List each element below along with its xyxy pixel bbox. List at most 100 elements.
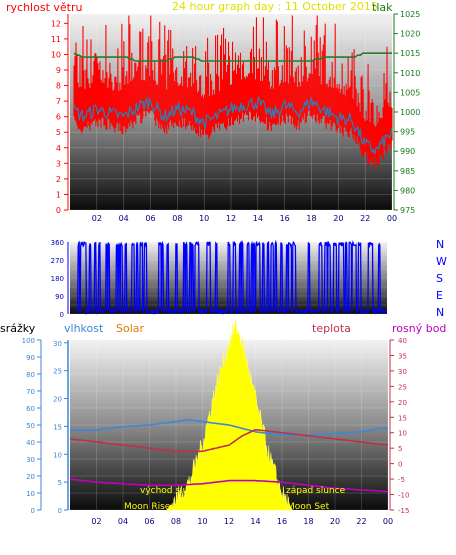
tick-label: -5	[398, 476, 405, 484]
tick-label: 1020	[400, 30, 420, 39]
tick-label: 10	[197, 517, 207, 526]
tick-label: 12	[224, 517, 234, 526]
tick-label: 14	[253, 214, 263, 223]
humidity-line	[70, 419, 388, 437]
tick-label: 1015	[400, 49, 420, 58]
tick-label: 18	[306, 214, 316, 223]
tick-label: 3	[56, 159, 61, 168]
dew-point-line	[69, 478, 389, 493]
solar-series	[166, 318, 294, 511]
humidity-label: vlhkost	[64, 322, 104, 335]
x-axis: 02 04 06 08 10 12 14 16 18 20 22 00	[92, 214, 397, 223]
tick-label: 10	[51, 50, 61, 59]
tick-label: 1025	[400, 10, 420, 19]
tick-label: 11	[51, 35, 61, 44]
tick-label: 15	[398, 414, 407, 422]
tick-label: 5	[58, 479, 62, 487]
tick-label: 80	[26, 371, 35, 379]
tick-label: 8	[56, 82, 61, 91]
tick-label: 15	[53, 423, 62, 431]
tick-label: 12	[51, 19, 61, 28]
moonset-label: Moon Set	[287, 502, 330, 512]
solar-area	[166, 318, 294, 511]
tick-label: 18	[303, 517, 313, 526]
tick-label: 70	[26, 388, 35, 396]
tick-label: 1000	[400, 108, 420, 117]
tick-label: 40	[398, 337, 407, 345]
tick-label: 20	[398, 399, 407, 407]
tick-label: 0	[398, 461, 402, 469]
solar-label: Solar	[116, 322, 145, 335]
tick-label: 00	[387, 214, 397, 223]
tick-label: -10	[398, 492, 409, 500]
tick-label: 60	[26, 405, 35, 413]
sunrise-label: východ slunce	[140, 486, 205, 496]
tick-label: 25	[398, 383, 407, 391]
tick-label: 02	[91, 517, 101, 526]
tick-label: 7	[56, 97, 61, 106]
dew-point-label: rosný bod	[392, 322, 446, 335]
compass-label: S	[436, 272, 443, 285]
tick-label: 180	[51, 275, 64, 283]
tick-label: 02	[92, 214, 102, 223]
left-axis: 0 90 180 270 360	[51, 239, 69, 319]
tick-label: 995	[400, 128, 415, 137]
wind-direction-series	[76, 239, 388, 316]
tick-label: 22	[356, 517, 366, 526]
tick-label: 270	[51, 257, 64, 265]
tick-label: 20	[333, 214, 343, 223]
compass-label: W	[436, 255, 447, 268]
tick-label: 08	[172, 214, 182, 223]
tick-label: 10	[26, 490, 35, 498]
tick-label: 985	[400, 167, 415, 176]
tick-label: 04	[119, 214, 129, 223]
tick-label: 30	[53, 340, 62, 348]
chart-title: 24 hour graph day : 11 October 2015	[172, 0, 378, 13]
tick-label: 1005	[400, 88, 420, 97]
tick-label: 35	[398, 352, 407, 360]
compass-label: N	[436, 306, 444, 319]
axes: 0102030405060708090100051015202530-15-10…	[22, 337, 410, 515]
tick-label: 975	[400, 206, 415, 215]
wind-direction-line	[76, 239, 388, 316]
tick-label: 1	[56, 190, 61, 199]
tick-label: 30	[26, 456, 35, 464]
tick-label: 5	[56, 128, 61, 137]
weather-lines	[69, 419, 389, 493]
tick-label: 0	[60, 311, 64, 319]
tick-label: 12	[226, 214, 236, 223]
tick-label: 9	[56, 66, 61, 75]
tick-label: 100	[22, 337, 35, 345]
tick-label: 50	[26, 422, 35, 430]
tick-label: 990	[400, 147, 415, 156]
tick-label: 00	[383, 517, 393, 526]
tick-label: 04	[118, 517, 128, 526]
tick-label: 90	[26, 354, 35, 362]
tick-label: 30	[398, 368, 407, 376]
temperature-humidity-chart: 0102030405060708090100051015202530-15-10…	[0, 318, 446, 526]
tick-label: 90	[55, 293, 64, 301]
tick-label: 0	[58, 507, 62, 515]
right-axis: 975 980 985 990 995 1000 1005 1010 1015 1020 1025	[393, 10, 420, 215]
pressure-line	[73, 52, 392, 62]
sunset-label: západ slunce	[286, 486, 346, 496]
tick-label: 1010	[400, 69, 420, 78]
temperature-label: teplota	[312, 322, 351, 335]
tick-label: 10	[199, 214, 209, 223]
tick-label: 10	[53, 451, 62, 459]
wind-lines	[73, 52, 393, 155]
tick-label: 20	[26, 473, 35, 481]
tick-label: 0	[31, 507, 35, 515]
tick-label: 20	[53, 396, 62, 404]
tick-label: 2	[56, 175, 61, 184]
tick-label: 08	[171, 517, 181, 526]
tick-label: 10	[398, 430, 407, 438]
tick-label: 4	[56, 144, 61, 153]
tick-label: 22	[360, 214, 370, 223]
